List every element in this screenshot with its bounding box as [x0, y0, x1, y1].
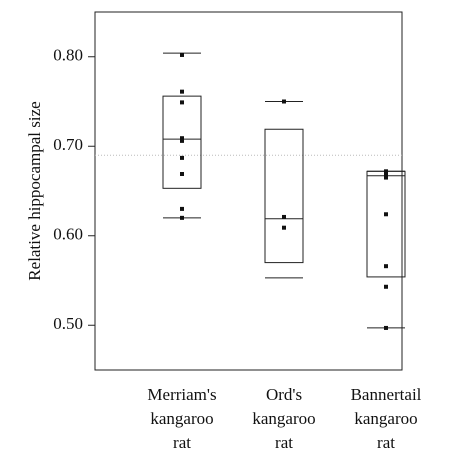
data-point [180, 136, 184, 141]
data-point [282, 214, 286, 219]
data-point [384, 264, 388, 269]
data-point [180, 206, 184, 211]
data-point [384, 172, 388, 177]
data-point [384, 175, 388, 180]
y-axis-label: Relative hippocampal size [25, 101, 44, 280]
data-point [180, 100, 184, 105]
data-point [180, 215, 184, 220]
y-tick-label: 0.60 [53, 225, 83, 244]
x-tick-label: Ord's kangaroo rat [252, 385, 315, 452]
data-point [180, 171, 184, 176]
data-point [180, 138, 184, 143]
data-point [384, 169, 388, 174]
data-point [282, 225, 286, 230]
data-point [180, 155, 184, 160]
x-tick-label: Merriam's kangaroo rat [147, 385, 216, 452]
data-point [180, 89, 184, 94]
box [162, 95, 202, 189]
box [366, 170, 406, 278]
y-tick-label: 0.80 [53, 46, 83, 65]
plot-frame [94, 11, 403, 371]
data-point [180, 52, 184, 57]
data-point [384, 325, 388, 330]
y-tick-label: 0.70 [53, 135, 83, 154]
box [264, 128, 304, 264]
data-point [384, 212, 388, 217]
data-point [282, 99, 286, 104]
y-tick-label: 0.50 [53, 314, 83, 333]
x-tick-label: Bannertail kangaroo rat [351, 385, 422, 452]
data-point [384, 284, 388, 289]
